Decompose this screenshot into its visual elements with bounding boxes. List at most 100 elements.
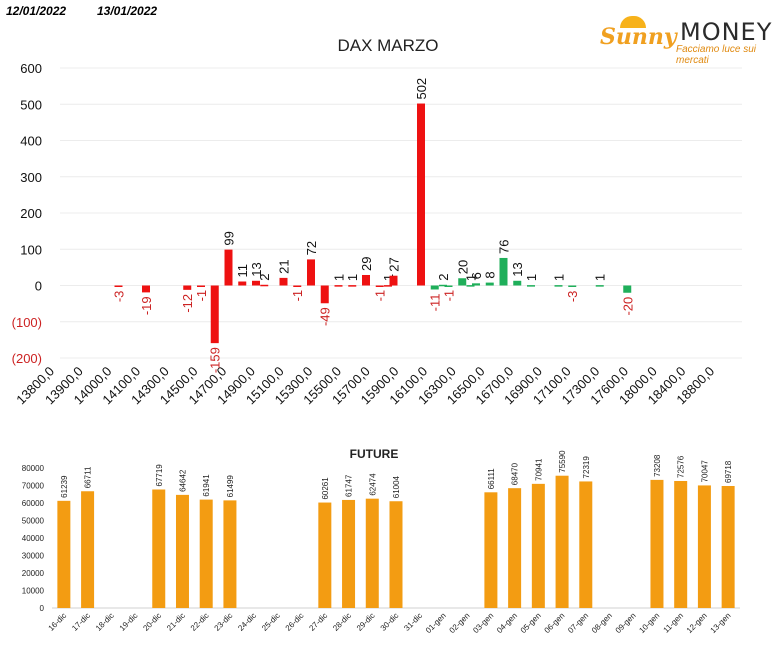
bar-value-label: 21 bbox=[277, 259, 292, 273]
future-bar bbox=[152, 489, 166, 608]
bar bbox=[623, 285, 632, 293]
future-x-tick-label: 05-gen bbox=[519, 611, 543, 635]
future-bar bbox=[555, 475, 569, 608]
bar bbox=[334, 285, 343, 287]
bar bbox=[293, 285, 302, 287]
future-bar-value: 61004 bbox=[392, 475, 401, 498]
bar bbox=[142, 285, 150, 293]
bar bbox=[430, 285, 439, 290]
bar-value-label: 1 bbox=[552, 274, 567, 281]
future-x-tick-label: 16-dic bbox=[46, 611, 68, 633]
future-y-tick-label: 50000 bbox=[22, 517, 45, 526]
bar bbox=[499, 257, 508, 286]
future-bar-value: 72576 bbox=[677, 455, 686, 478]
bar-value-label: 2 bbox=[257, 274, 272, 281]
future-y-tick-label: 70000 bbox=[22, 482, 45, 491]
bar bbox=[183, 285, 192, 290]
bar bbox=[252, 280, 260, 286]
future-y-tick-label: 0 bbox=[40, 604, 45, 613]
bar-value-label: -49 bbox=[318, 307, 333, 326]
future-x-tick-label: 13-gen bbox=[709, 611, 733, 635]
bar-value-label: 72 bbox=[304, 241, 319, 255]
future-bar bbox=[318, 502, 332, 608]
bar bbox=[485, 282, 494, 286]
future-bar-value: 61239 bbox=[60, 475, 69, 498]
sun-icon bbox=[620, 16, 646, 28]
future-x-tick-label: 23-dic bbox=[213, 611, 235, 633]
future-bar bbox=[650, 479, 664, 608]
future-x-tick-label: 04-gen bbox=[495, 611, 519, 635]
future-x-tick-label: 22-dic bbox=[189, 611, 211, 633]
bar bbox=[554, 285, 563, 287]
bar bbox=[114, 285, 123, 287]
future-x-tick-label: 06-gen bbox=[542, 611, 566, 635]
future-x-tick-label: 30-dic bbox=[379, 611, 401, 633]
bar-value-label: -1 bbox=[194, 290, 209, 302]
future-bar bbox=[223, 500, 237, 608]
sunny-money-logo: Sunny MONEY Facciamo luce sui mercati bbox=[598, 14, 776, 66]
future-x-tick-label: 24-dic bbox=[236, 611, 258, 633]
future-y-tick-label: 40000 bbox=[22, 534, 45, 543]
bar bbox=[362, 274, 370, 286]
future-bar-value: 66111 bbox=[487, 468, 496, 490]
future-bar bbox=[389, 501, 403, 608]
bar-value-label: 29 bbox=[359, 257, 374, 271]
bar-value-label: 2 bbox=[436, 274, 451, 281]
bar bbox=[238, 281, 247, 286]
future-x-tick-label: 10-gen bbox=[637, 611, 661, 635]
future-bar bbox=[579, 481, 593, 608]
future-x-tick-label: 08-gen bbox=[590, 611, 614, 635]
bar bbox=[384, 285, 392, 287]
bar-value-label: -11 bbox=[428, 293, 443, 311]
future-x-tick-label: 17-dic bbox=[70, 611, 92, 633]
future-bar-value: 62474 bbox=[368, 473, 377, 496]
logo-word-money: MONEY bbox=[680, 18, 773, 46]
y-tick-label: 300 bbox=[20, 170, 42, 185]
bar bbox=[320, 285, 329, 304]
bar bbox=[348, 285, 357, 287]
bar-value-label: 1 bbox=[345, 274, 360, 281]
bar-value-label: 502 bbox=[414, 78, 429, 100]
future-x-tick-label: 18-dic bbox=[94, 611, 116, 633]
future-x-tick-label: 27-dic bbox=[307, 611, 329, 633]
bar-value-label: -1 bbox=[442, 290, 457, 302]
future-y-tick-label: 10000 bbox=[22, 587, 45, 596]
future-x-tick-label: 02-gen bbox=[448, 611, 472, 635]
bar bbox=[458, 278, 467, 286]
future-bar bbox=[484, 492, 498, 608]
future-x-tick-label: 20-dic bbox=[141, 611, 163, 633]
y-tick-label: (100) bbox=[12, 315, 42, 330]
future-x-tick-label: 25-dic bbox=[260, 611, 282, 633]
future-bar-value: 66711 bbox=[84, 466, 93, 488]
future-bar bbox=[175, 494, 189, 608]
future-bar-value: 60261 bbox=[321, 477, 330, 500]
y-tick-label: 500 bbox=[20, 97, 42, 112]
future-y-tick-label: 60000 bbox=[22, 499, 45, 508]
bar bbox=[224, 249, 233, 286]
bar-value-label: -1 bbox=[373, 290, 388, 302]
bar bbox=[210, 285, 219, 344]
future-bar-value: 64642 bbox=[178, 469, 187, 492]
future-bar bbox=[365, 498, 379, 608]
bar-value-label: 1 bbox=[332, 274, 347, 281]
chart-title: DAX MARZO bbox=[337, 36, 438, 55]
bar bbox=[527, 285, 535, 287]
future-bar-value: 69718 bbox=[724, 460, 733, 483]
bar bbox=[466, 285, 475, 287]
future-x-tick-label: 07-gen bbox=[566, 611, 590, 635]
future-x-tick-label: 11-gen bbox=[662, 611, 686, 635]
bar-value-label: 8 bbox=[483, 271, 498, 278]
bar-value-label: -19 bbox=[139, 296, 154, 315]
future-bar-value: 73208 bbox=[653, 454, 662, 477]
bar-value-label: 11 bbox=[235, 264, 250, 278]
future-chart: FUTURE 0 10000 20000 30000 40000 50000 60000 700… bbox=[22, 447, 740, 635]
future-bar bbox=[199, 499, 213, 608]
future-bar-value: 61941 bbox=[202, 474, 211, 497]
bar bbox=[260, 284, 269, 287]
future-y-tick-label: 20000 bbox=[22, 569, 45, 578]
logo-word-sunny: Sunny bbox=[600, 24, 677, 50]
future-bar bbox=[57, 500, 71, 608]
bar bbox=[417, 103, 425, 286]
future-bar bbox=[721, 485, 735, 608]
future-bar-value: 70047 bbox=[700, 460, 709, 483]
